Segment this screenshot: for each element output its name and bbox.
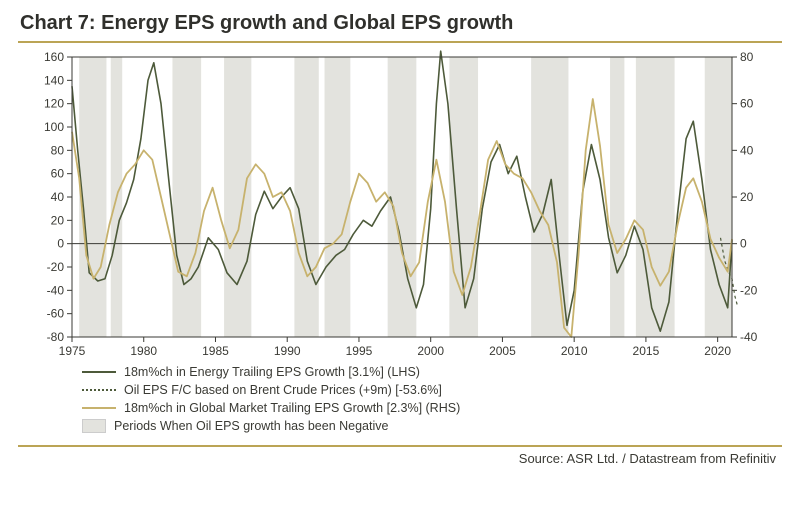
svg-text:1980: 1980 [130,344,157,358]
svg-text:1975: 1975 [59,344,86,358]
svg-text:0: 0 [57,237,64,251]
legend: 18m%ch in Energy Trailing EPS Growth [3.… [82,363,460,436]
svg-text:-60: -60 [47,307,65,321]
svg-text:2010: 2010 [561,344,588,358]
svg-text:140: 140 [44,73,64,87]
chart-title: Chart 7: Energy EPS growth and Global EP… [20,12,782,35]
chart-plot: -80 -60 -40 -20 0 20 40 60 80 100 120 140 160 -40 -20 0… [20,49,780,439]
legend-item: 18m%ch in Global Market Trailing EPS Gro… [82,399,460,417]
svg-text:2000: 2000 [417,344,444,358]
svg-text:-40: -40 [740,330,758,344]
svg-text:80: 80 [740,50,754,64]
svg-text:120: 120 [44,97,64,111]
svg-text:20: 20 [51,213,65,227]
svg-text:60: 60 [51,167,65,181]
svg-text:100: 100 [44,120,64,134]
svg-text:-20: -20 [740,283,758,297]
svg-text:1990: 1990 [274,344,301,358]
svg-text:-40: -40 [47,283,65,297]
svg-text:160: 160 [44,50,64,64]
legend-item: Periods When Oil EPS growth has been Neg… [82,417,460,435]
svg-text:1985: 1985 [202,344,229,358]
legend-item: Oil EPS F/C based on Brent Crude Prices … [82,381,460,399]
svg-text:40: 40 [51,190,65,204]
svg-text:20: 20 [740,190,754,204]
svg-text:-80: -80 [47,330,65,344]
svg-text:2005: 2005 [489,344,516,358]
svg-text:40: 40 [740,143,754,157]
svg-text:1995: 1995 [346,344,373,358]
legend-item: 18m%ch in Energy Trailing EPS Growth [3.… [82,363,460,381]
svg-text:0: 0 [740,237,747,251]
svg-text:2015: 2015 [633,344,660,358]
svg-text:80: 80 [51,143,65,157]
bottom-rule [18,445,782,447]
svg-text:60: 60 [740,97,754,111]
svg-text:-20: -20 [47,260,65,274]
svg-text:2020: 2020 [704,344,731,358]
source-text: Source: ASR Ltd. / Datastream from Refin… [18,451,776,466]
top-rule [18,41,782,43]
